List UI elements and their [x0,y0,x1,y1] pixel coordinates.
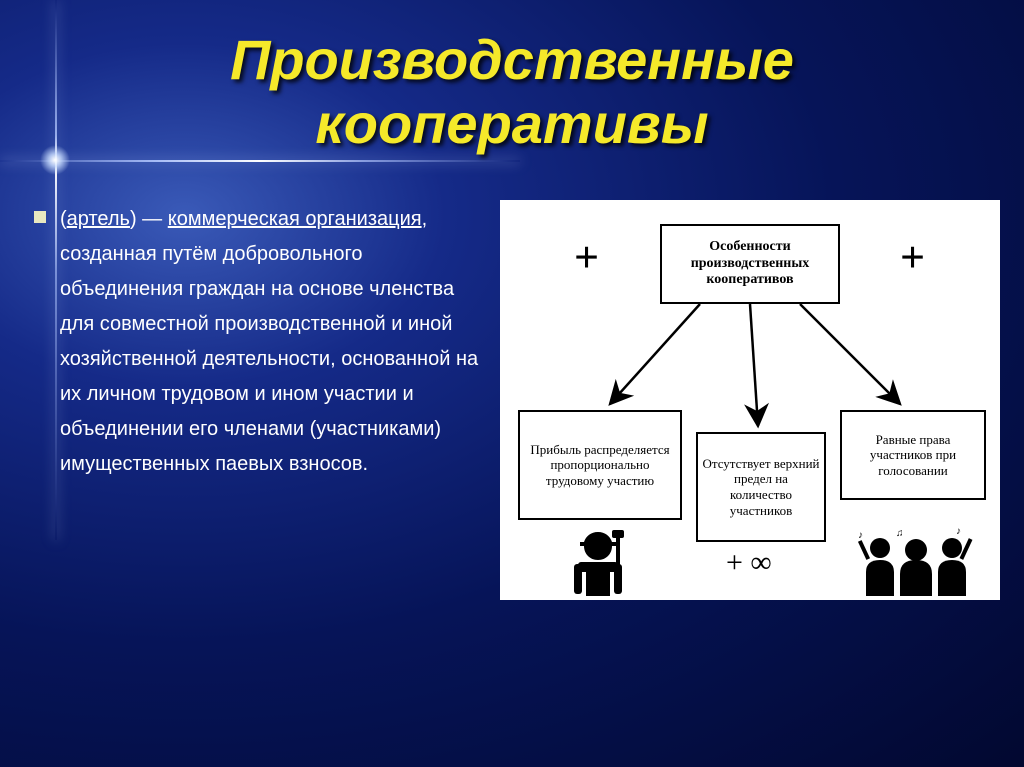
bullet-icon [34,211,46,223]
body-rest: , созданная путём добровольного объедине… [60,208,478,475]
slide-title: Производственные кооперативы [0,28,1024,157]
node-top: Особенности производственных кооперативо… [660,224,840,304]
node-right: Равные права участников при голосовании [840,410,986,500]
body-paragraph: (артель) — коммерческая организация, соз… [34,202,484,482]
plus-icon-left: + [574,232,599,283]
node-left: Прибыль распределяется пропорционально т… [518,410,682,520]
node-right-label: Равные права участников при голосовании [846,432,980,479]
title-line2: кооперативы [0,92,1024,156]
node-mid: Отсутствует верхний предел на количество… [696,432,826,542]
svg-text:♪: ♪ [858,530,863,541]
body-content: (артель) — коммерческая организация, соз… [60,202,484,482]
sep: ) — [130,208,168,230]
title-line1: Производственные [0,28,1024,92]
svg-text:♪: ♪ [956,528,961,537]
lens-flare-horizontal [0,160,520,162]
voting-people-icon: ♪ ♫ ♪ [856,528,976,598]
open-paren: ( [60,208,67,230]
term-commercial-org: коммерческая организация [168,208,422,230]
node-left-label: Прибыль распределяется пропорционально т… [524,442,676,489]
plus-icon-right: + [900,232,925,283]
infinity-symbol: + ∞ [726,546,772,580]
worker-icon [562,526,634,600]
features-diagram: + + Особенности производственных коопера… [500,200,1000,600]
svg-text:♫: ♫ [896,528,904,539]
node-top-label: Особенности производственных кооперативо… [666,239,834,289]
term-artel: артель [67,208,130,230]
node-mid-label: Отсутствует верхний предел на количество… [702,456,820,518]
